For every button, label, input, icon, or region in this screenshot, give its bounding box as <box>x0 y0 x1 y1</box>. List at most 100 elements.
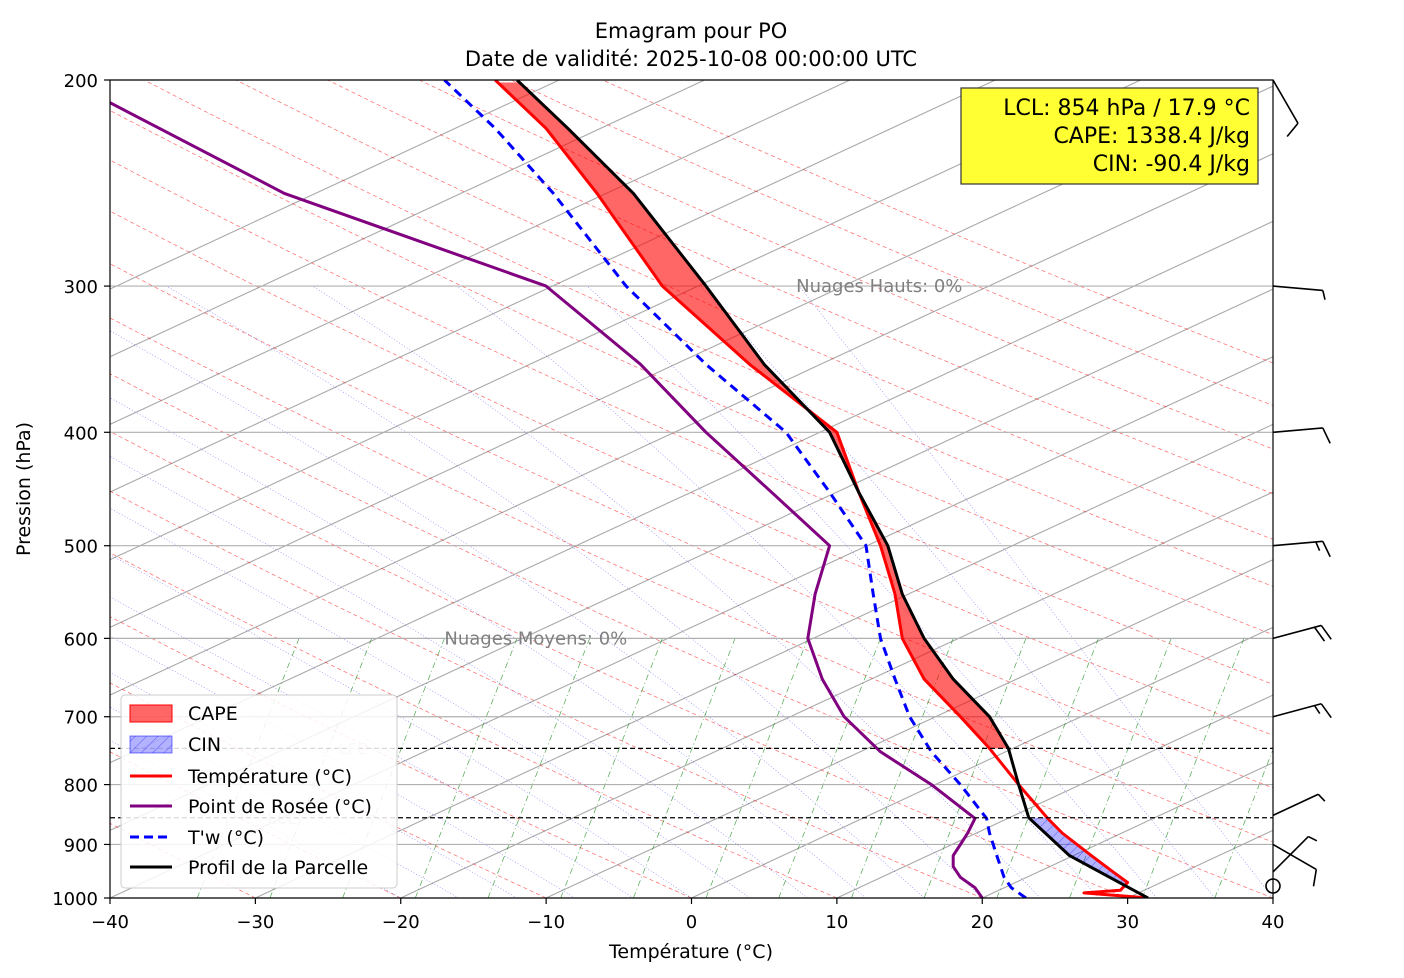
mixing-ratio-line <box>1214 748 1273 898</box>
cloud-annotations: Nuages Hauts: 0% Nuages Moyens: 0% <box>444 276 962 649</box>
isotherm-line <box>110 80 851 425</box>
wind-barb-shaft <box>1272 79 1299 124</box>
mixing-ratio-line <box>1141 638 1245 898</box>
mixing-ratio-line <box>923 638 1027 898</box>
dry-adiabat-line <box>110 210 1273 736</box>
y-tick-label: 1000 <box>52 889 98 910</box>
y-tick-label: 300 <box>64 277 98 298</box>
cloud-annotation: Nuages Moyens: 0% <box>444 628 627 649</box>
dry-adiabat-line <box>327 80 1273 495</box>
mixing-ratio-line <box>996 638 1099 898</box>
x-tick-label: −40 <box>91 912 129 933</box>
dry-adiabat-line <box>110 110 1273 636</box>
isotherm-line <box>545 559 1273 898</box>
x-tick-label: 0 <box>686 912 697 933</box>
info-box: LCL: 854 hPa / 17.9 °C CAPE: 1338.4 J/kg… <box>960 87 1259 185</box>
isotherm-line <box>110 80 996 493</box>
moist-adiabat-line <box>798 285 1273 898</box>
wind-barb-half <box>1313 705 1321 714</box>
dry-adiabat-line <box>235 80 1273 540</box>
y-tick-label: 900 <box>64 835 98 856</box>
mixing-ratio-line <box>560 638 663 898</box>
wind-barb <box>1272 79 1299 138</box>
wind-barb <box>1272 427 1331 444</box>
wind-barb-shaft <box>1272 843 1317 871</box>
moist-adiabat-line <box>110 507 750 898</box>
x-tick-label: −30 <box>236 912 274 933</box>
isotherm-line <box>1272 897 1273 898</box>
series-line-profil-de-la-parcelle <box>515 80 1149 898</box>
wind-barb <box>1265 878 1281 894</box>
y-tick-label: 500 <box>64 537 98 558</box>
wind-barb-half <box>1315 541 1321 551</box>
y-tick-label: 700 <box>64 708 98 729</box>
info-lcl: LCL: 854 hPa / 17.9 °C <box>1003 96 1250 121</box>
wind-barb-shaft <box>1272 836 1309 873</box>
y-tick-label: 400 <box>64 423 98 444</box>
wind-barb-shaft <box>1272 285 1323 292</box>
y-tick-label: 600 <box>64 629 98 650</box>
wind-barb-full <box>1312 869 1318 887</box>
wind-barb <box>1272 540 1331 558</box>
isotherm-line <box>400 491 1273 898</box>
plot-data <box>110 80 1149 898</box>
wind-barb-full <box>1286 122 1299 138</box>
wind-barb-full <box>1320 624 1332 640</box>
wind-barb-half <box>1322 290 1326 300</box>
x-tick-label: 20 <box>971 912 994 933</box>
chart-subtitle: Date de validité: 2025-10-08 00:00:00 UT… <box>465 47 917 71</box>
cin-area <box>1028 817 1129 888</box>
mixing-ratio-line <box>851 638 954 898</box>
moist-adiabat-line <box>110 554 692 898</box>
wind-barb-full <box>1313 626 1326 642</box>
legend-wetbulb-label: T'w (°C) <box>187 827 264 849</box>
moist-adiabat-line <box>110 397 867 898</box>
mixing-ratio-line <box>1069 638 1172 898</box>
wind-barb-full <box>1320 703 1332 719</box>
mixing-ratio-line <box>414 638 518 898</box>
wind-barb-shaft <box>1272 703 1322 718</box>
legend: CAPE CIN Température (°C) Point de Rosée… <box>120 694 398 889</box>
x-axis-ticks: −40 −30 −20 −10 0 10 20 30 40 <box>91 898 1284 933</box>
wind-barb <box>1272 624 1332 642</box>
isotherm-line <box>691 626 1273 898</box>
moist-adiabat-line <box>312 285 1041 898</box>
legend-cin-swatch <box>129 735 173 754</box>
wind-barb-full <box>1322 541 1331 558</box>
y-axis-label: Pression (hPa) <box>13 422 35 556</box>
x-tick-label: 10 <box>825 912 848 933</box>
legend-box <box>120 694 398 889</box>
x-tick-label: −10 <box>527 912 565 933</box>
chart-title: Emagram pour PO <box>595 19 788 43</box>
dry-adiabat-line <box>110 373 1273 898</box>
series-line-temp-rature-c <box>494 80 1149 898</box>
isotherm-line <box>110 80 705 358</box>
y-tick-label: 200 <box>64 71 98 92</box>
isotherm-line <box>110 80 1141 561</box>
wind-barbs <box>1265 79 1332 894</box>
wind-barb-shaft <box>1272 540 1323 547</box>
isotherm-line <box>1127 829 1273 898</box>
isotherm-line <box>982 762 1273 898</box>
moist-adiabat-line <box>456 285 1099 898</box>
mixing-ratio-line <box>633 638 736 898</box>
legend-temperature-label: Température (°C) <box>187 766 352 788</box>
mixing-ratio-line <box>487 638 591 898</box>
dry-adiabat-line <box>419 80 1273 450</box>
x-tick-label: 40 <box>1262 912 1285 933</box>
y-axis-ticks: 200 300 400 500 600 700 800 900 1000 <box>52 71 110 910</box>
x-tick-label: −20 <box>382 912 420 933</box>
wind-barb <box>1272 835 1318 873</box>
x-tick-label: 30 <box>1116 912 1139 933</box>
wind-barb <box>1272 285 1326 300</box>
legend-parcel-label: Profil de la Parcelle <box>188 857 368 879</box>
legend-cin-label: CIN <box>188 734 221 756</box>
wind-barb-shaft <box>1272 624 1322 640</box>
mixing-ratio-line <box>778 638 881 898</box>
info-cin: CIN: -90.4 J/kg <box>1093 152 1250 177</box>
info-box-background <box>960 87 1259 185</box>
wind-barb <box>1272 843 1318 887</box>
mixing-ratio-line <box>705 638 809 898</box>
legend-cape-swatch <box>129 704 173 723</box>
